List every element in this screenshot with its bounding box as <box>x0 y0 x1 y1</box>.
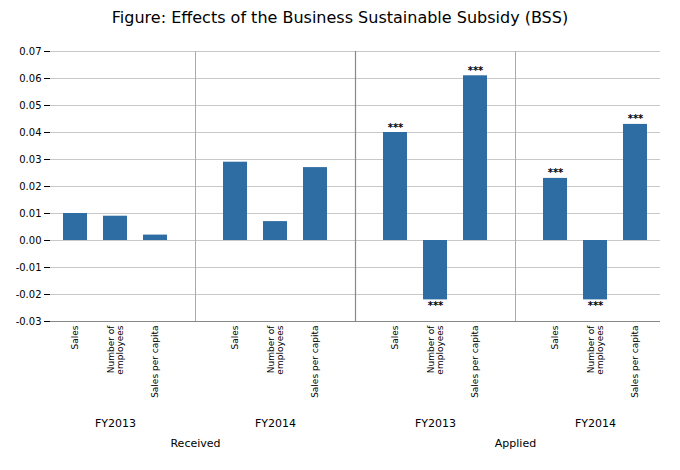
svg-text:Number ofemployees: Number ofemployees <box>106 325 125 375</box>
svg-text:FY2014: FY2014 <box>255 417 296 430</box>
svg-text:Sales: Sales <box>70 325 80 349</box>
svg-text:Number ofemployees: Number ofemployees <box>266 325 285 375</box>
svg-text:FY2013: FY2013 <box>415 417 456 430</box>
svg-text:***: *** <box>428 300 444 311</box>
svg-text:-0.02: -0.02 <box>16 289 42 300</box>
svg-text:0.07: 0.07 <box>19 46 41 57</box>
svg-text:-0.01: -0.01 <box>16 262 42 273</box>
svg-text:Sales per capita: Sales per capita <box>470 326 480 398</box>
svg-text:0.03: 0.03 <box>19 154 41 165</box>
svg-text:-0.03: -0.03 <box>16 316 42 327</box>
svg-text:***: *** <box>388 122 404 133</box>
svg-text:***: *** <box>588 300 604 311</box>
svg-text:Sales: Sales <box>230 325 240 349</box>
svg-text:0.04: 0.04 <box>19 127 41 138</box>
html-text:Figure: Effects of the Busines: Figure: Effects of the Business Sustaina… <box>111 8 569 27</box>
svg-text:0.05: 0.05 <box>19 100 41 111</box>
svg-text:0.06: 0.06 <box>19 73 41 84</box>
svg-text:Sales: Sales <box>550 325 560 349</box>
svg-text:Sales: Sales <box>390 325 400 349</box>
svg-text:FY2013: FY2013 <box>95 417 136 430</box>
svg-text:0.00: 0.00 <box>19 235 41 246</box>
svg-text:***: *** <box>548 167 564 178</box>
svg-text:0.01: 0.01 <box>19 208 41 219</box>
svg-text:Number ofemployees: Number ofemployees <box>586 325 605 375</box>
svg-text:0.02: 0.02 <box>19 181 41 192</box>
svg-text:Received: Received <box>170 437 220 450</box>
svg-text:Sales per capita: Sales per capita <box>310 326 320 398</box>
svg-text:FY2014: FY2014 <box>575 417 616 430</box>
svg-text:***: *** <box>628 113 644 124</box>
svg-text:Sales per capita: Sales per capita <box>150 326 160 398</box>
svg-text:Number ofemployees: Number ofemployees <box>426 325 445 375</box>
svg-text:***: *** <box>468 65 484 76</box>
svg-text:Applied: Applied <box>495 437 536 450</box>
svg-text:Sales per capita: Sales per capita <box>630 326 640 398</box>
